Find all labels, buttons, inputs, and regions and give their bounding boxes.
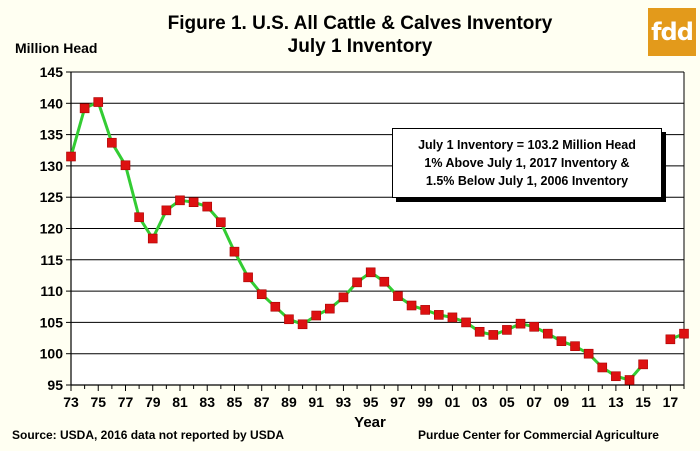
chart-title-line: Figure 1. U.S. All Cattle & Calves Inven… [167, 13, 553, 34]
x-tick-label: 91 [308, 394, 324, 410]
data-point [679, 328, 689, 339]
x-tick-label: 17 [663, 394, 679, 410]
data-point [379, 276, 390, 287]
y-tick-label: 105 [40, 314, 64, 330]
data-point [406, 300, 417, 311]
annotation-line-1: July 1 Inventory = 103.2 Million Head [418, 138, 636, 152]
y-axis-label: Million Head [15, 40, 98, 56]
x-tick-label: 13 [608, 394, 624, 410]
data-point [161, 205, 172, 216]
data-point [420, 305, 430, 315]
x-tick-label: 03 [472, 394, 488, 410]
data-point [93, 97, 104, 107]
data-point [365, 267, 376, 278]
x-tick-label: 09 [554, 394, 570, 410]
data-point [515, 318, 526, 329]
data-point [297, 319, 308, 330]
credit-note: Purdue Center for Commercial Agriculture [418, 428, 659, 442]
data-point [188, 197, 199, 208]
data-point [147, 233, 158, 244]
y-tick-label: 125 [40, 189, 64, 205]
x-tick-label: 81 [172, 394, 188, 410]
x-tick-label: 01 [445, 394, 461, 410]
y-tick-label: 140 [40, 95, 64, 111]
data-point [556, 336, 567, 346]
data-point [216, 217, 226, 228]
x-tick-label: 07 [526, 394, 542, 410]
data-point [243, 272, 253, 283]
x-axis-label: Year [354, 414, 386, 431]
data-point [270, 301, 281, 312]
x-tick-label: 85 [227, 394, 243, 410]
annotation-box: July 1 Inventory = 103.2 Million Head 1%… [392, 128, 662, 198]
data-point [352, 277, 362, 288]
x-tick-label: 75 [90, 394, 106, 410]
x-tick-label: 79 [145, 394, 161, 410]
data-point [447, 312, 458, 323]
x-tick-label: 99 [417, 394, 433, 410]
data-point [624, 375, 635, 385]
data-point [542, 328, 553, 339]
y-tick-label: 145 [40, 64, 64, 80]
data-point [611, 371, 621, 382]
fdd-logo: fdd [648, 8, 696, 56]
y-tick-label: 95 [47, 377, 63, 393]
y-tick-label: 100 [40, 346, 64, 362]
x-tick-label: 83 [199, 394, 215, 410]
data-point [229, 246, 240, 257]
data-point [638, 359, 648, 370]
data-point [107, 137, 117, 148]
data-point [488, 330, 499, 340]
x-tick-label: 89 [281, 394, 297, 410]
source-note: Source: USDA, 2016 data not reported by … [12, 428, 285, 442]
x-tick-label: 87 [254, 394, 270, 410]
y-tick-label: 115 [40, 252, 63, 268]
data-point [597, 362, 608, 373]
data-point [461, 317, 471, 328]
data-point [325, 303, 335, 314]
data-point [393, 291, 403, 301]
x-tick-label: 05 [499, 394, 515, 410]
x-tick-label: 15 [635, 394, 651, 410]
data-point [175, 195, 185, 206]
y-tick-label: 130 [40, 158, 64, 174]
y-tick-label: 120 [40, 221, 64, 237]
data-point [284, 314, 294, 325]
chart-subtitle: July 1 Inventory [287, 36, 433, 57]
x-tick-label: 73 [63, 394, 79, 410]
data-point [502, 325, 512, 335]
data-point [665, 334, 676, 345]
x-tick-label: 93 [336, 394, 352, 410]
data-point [202, 201, 213, 212]
data-point [134, 212, 144, 223]
x-tick-label: 11 [581, 394, 596, 410]
chart-title: Figure 1. U.S. All Cattle & Calves Inven… [150, 12, 570, 58]
x-tick-label: 97 [390, 394, 406, 410]
data-point [311, 310, 322, 321]
y-tick-label: 135 [40, 127, 64, 143]
data-point [79, 103, 90, 114]
data-point [529, 321, 539, 332]
annotation-line-2: 1% Above July 1, 2017 Inventory & [424, 156, 630, 170]
x-tick-label: 95 [363, 394, 379, 410]
annotation-line-3: 1.5% Below July 1, 2006 Inventory [425, 174, 629, 188]
data-point [66, 151, 76, 162]
data-point [570, 341, 580, 351]
x-tick-label: 77 [118, 394, 134, 410]
y-tick-label: 110 [40, 283, 63, 299]
data-point [433, 310, 444, 320]
data-point [474, 326, 485, 337]
data-point [583, 348, 594, 359]
data-point [120, 160, 131, 171]
data-point [256, 289, 267, 300]
data-point [338, 292, 349, 303]
